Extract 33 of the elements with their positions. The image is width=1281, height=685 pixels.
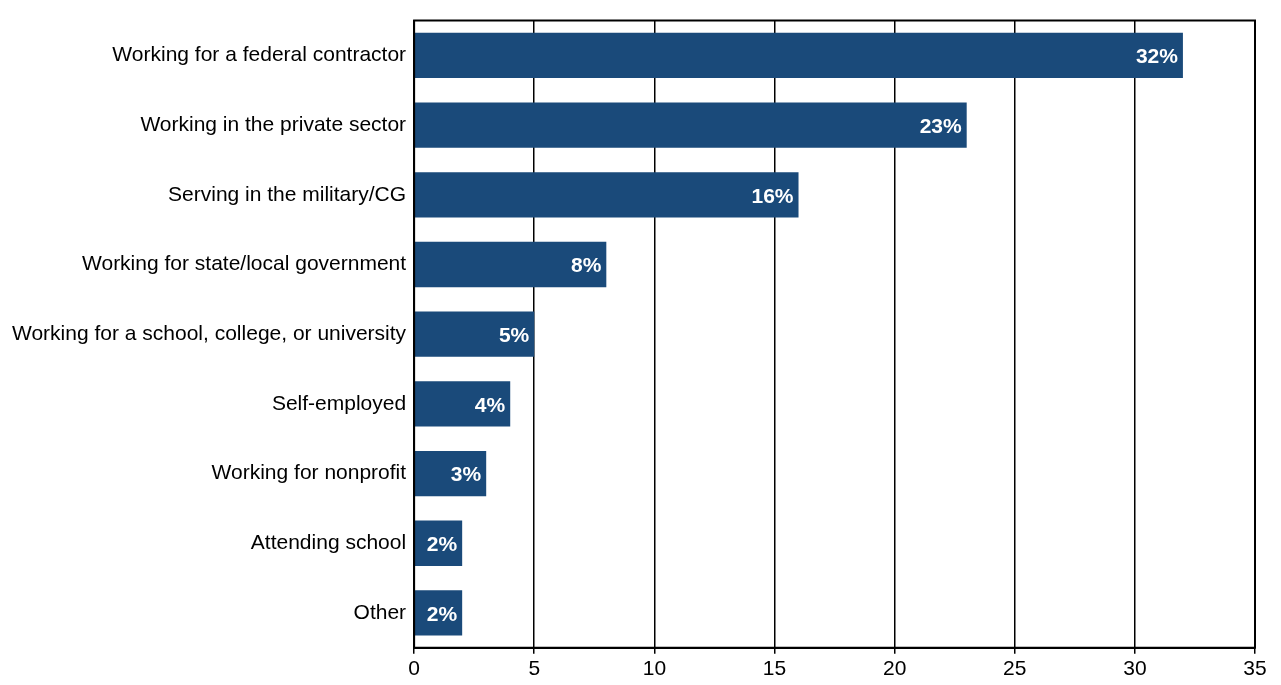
y-tick-label: Working in the private sector: [140, 111, 407, 135]
y-tick-label: Working for a school, college, or university: [11, 321, 407, 344]
bar: [414, 172, 799, 218]
data-label: 2%: [426, 532, 458, 556]
bar: [414, 381, 511, 427]
x-tick-label: 5: [528, 656, 541, 680]
y-tick-label: Working for nonprofit: [211, 460, 407, 484]
x-tick-label: 20: [882, 656, 907, 680]
data-label: 32%: [1135, 44, 1179, 68]
data-label: 8%: [570, 253, 602, 277]
y-tick-label: Working for state/local government: [82, 251, 407, 275]
bar: [414, 311, 535, 357]
y-tick-label: Self-employed: [271, 390, 407, 414]
x-tick-label: 15: [762, 656, 787, 680]
data-label: 23%: [919, 113, 963, 137]
bar: [414, 102, 967, 148]
x-tick-label: 10: [642, 656, 667, 680]
y-tick-label: Other: [353, 599, 407, 623]
data-label: 4%: [474, 392, 506, 416]
y-tick-label: Attending school: [250, 530, 407, 554]
data-label: 3%: [450, 462, 482, 486]
y-tick-label: Working for a federal contractor: [112, 42, 407, 66]
x-tick-label: 0: [408, 656, 420, 680]
bar: [414, 32, 1183, 79]
x-tick-label: 25: [1003, 656, 1027, 680]
x-tick-label: 35: [1243, 656, 1267, 680]
data-label: 5%: [498, 323, 530, 346]
bar: [414, 450, 487, 497]
bar: [414, 241, 607, 288]
y-tick-label: Serving in the military/CG: [168, 181, 407, 205]
x-tick-label: 30: [1123, 656, 1147, 680]
data-label: 16%: [751, 183, 794, 207]
data-label: 2%: [426, 601, 458, 625]
